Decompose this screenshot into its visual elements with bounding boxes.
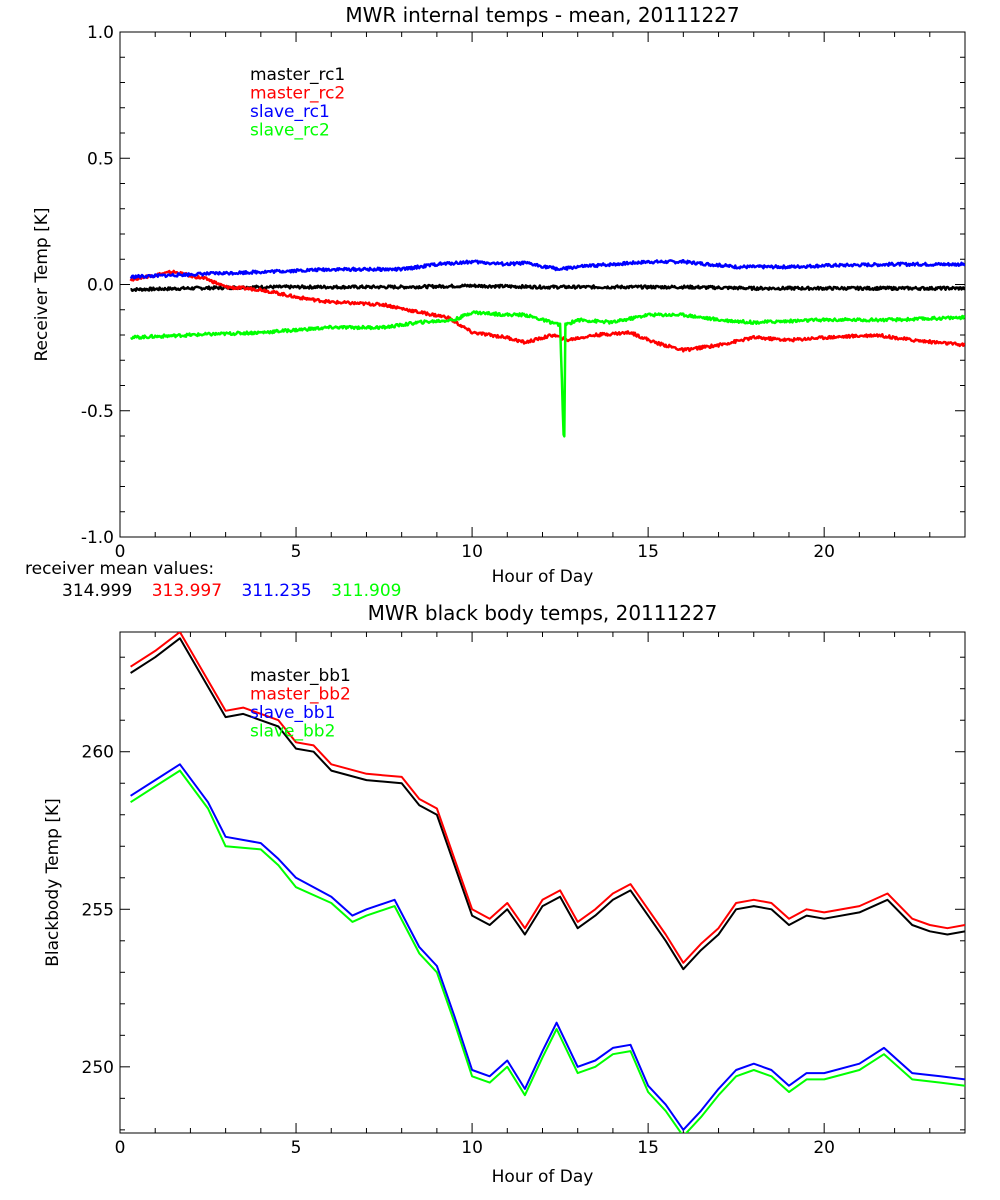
y-tick-label: -1.0 bbox=[81, 528, 114, 548]
legend-entry: slave_bb2 bbox=[250, 722, 335, 742]
series-line-slave_bb2 bbox=[130, 769, 965, 1133]
x-tick-label: 5 bbox=[291, 542, 302, 562]
y-tick-label: 255 bbox=[82, 900, 114, 920]
plot-1: 0 5 10 15 20 -1.0 -0.5 0.0 0.5 1.0 MWR internal te… bbox=[32, 3, 966, 587]
x-tick-label: 10 bbox=[461, 1138, 483, 1158]
legend-entry: master_bb2 bbox=[250, 685, 351, 705]
x-tick-label: 10 bbox=[461, 542, 483, 562]
receiver-mean-label: receiver mean values: bbox=[25, 559, 215, 579]
y-axis-label: Blackbody Temp [K] bbox=[43, 798, 63, 967]
y-tick-label: -0.5 bbox=[81, 402, 114, 422]
y-tick-label: 0.5 bbox=[87, 149, 114, 169]
series-line-master_bb2 bbox=[130, 632, 965, 964]
x-tick-label: 20 bbox=[813, 1138, 835, 1158]
chart-title: MWR internal temps - mean, 20111227 bbox=[345, 3, 739, 27]
x-tick-label: 0 bbox=[115, 542, 126, 562]
receiver-mean-value: 313.997 bbox=[151, 581, 223, 601]
series-line-master_rc2 bbox=[129, 269, 965, 353]
receiver-mean-value: 311.235 bbox=[241, 581, 312, 601]
series-line-slave_rc1 bbox=[129, 259, 965, 280]
y-tick-label: 260 bbox=[82, 743, 114, 763]
legend-entry: master_rc1 bbox=[250, 65, 345, 85]
plot-2: 0 5 10 15 20 250 255 260 MWR black body temps, 2… bbox=[43, 601, 966, 1187]
series-line-slave_rc2 bbox=[130, 310, 965, 438]
x-axis-label: Hour of Day bbox=[492, 567, 594, 587]
x-tick-label: 20 bbox=[813, 542, 835, 562]
receiver-mean-value: 311.909 bbox=[331, 581, 402, 601]
y-axis-label: Receiver Temp [K] bbox=[32, 207, 52, 361]
legend-entry: slave_bb1 bbox=[250, 703, 335, 723]
x-axis-label: Hour of Day bbox=[492, 1167, 594, 1187]
y-tick-label: 0.0 bbox=[87, 276, 114, 296]
receiver-mean-values: 314.999 313.997 311.235 311.909 bbox=[62, 581, 401, 601]
legend-entry: master_bb1 bbox=[250, 666, 351, 686]
legend-entry: slave_rc1 bbox=[250, 102, 330, 122]
y-tick-label: 250 bbox=[82, 1058, 114, 1078]
series-line-master_rc1 bbox=[130, 283, 965, 292]
legend-entry: slave_rc2 bbox=[250, 121, 330, 141]
x-tick-label: 15 bbox=[637, 1138, 659, 1158]
legend-entry: master_rc2 bbox=[250, 84, 345, 104]
x-tick-label: 0 bbox=[115, 1138, 126, 1158]
y-tick-label: 1.0 bbox=[87, 23, 114, 43]
chart-title: MWR black body temps, 20111227 bbox=[368, 601, 718, 625]
x-tick-label: 5 bbox=[291, 1138, 302, 1158]
series-line-slave_bb1 bbox=[130, 763, 965, 1131]
receiver-mean-value: 314.999 bbox=[62, 581, 133, 601]
x-tick-label: 15 bbox=[637, 542, 659, 562]
plot-frame bbox=[119, 31, 966, 538]
series-line-master_bb1 bbox=[130, 637, 965, 971]
